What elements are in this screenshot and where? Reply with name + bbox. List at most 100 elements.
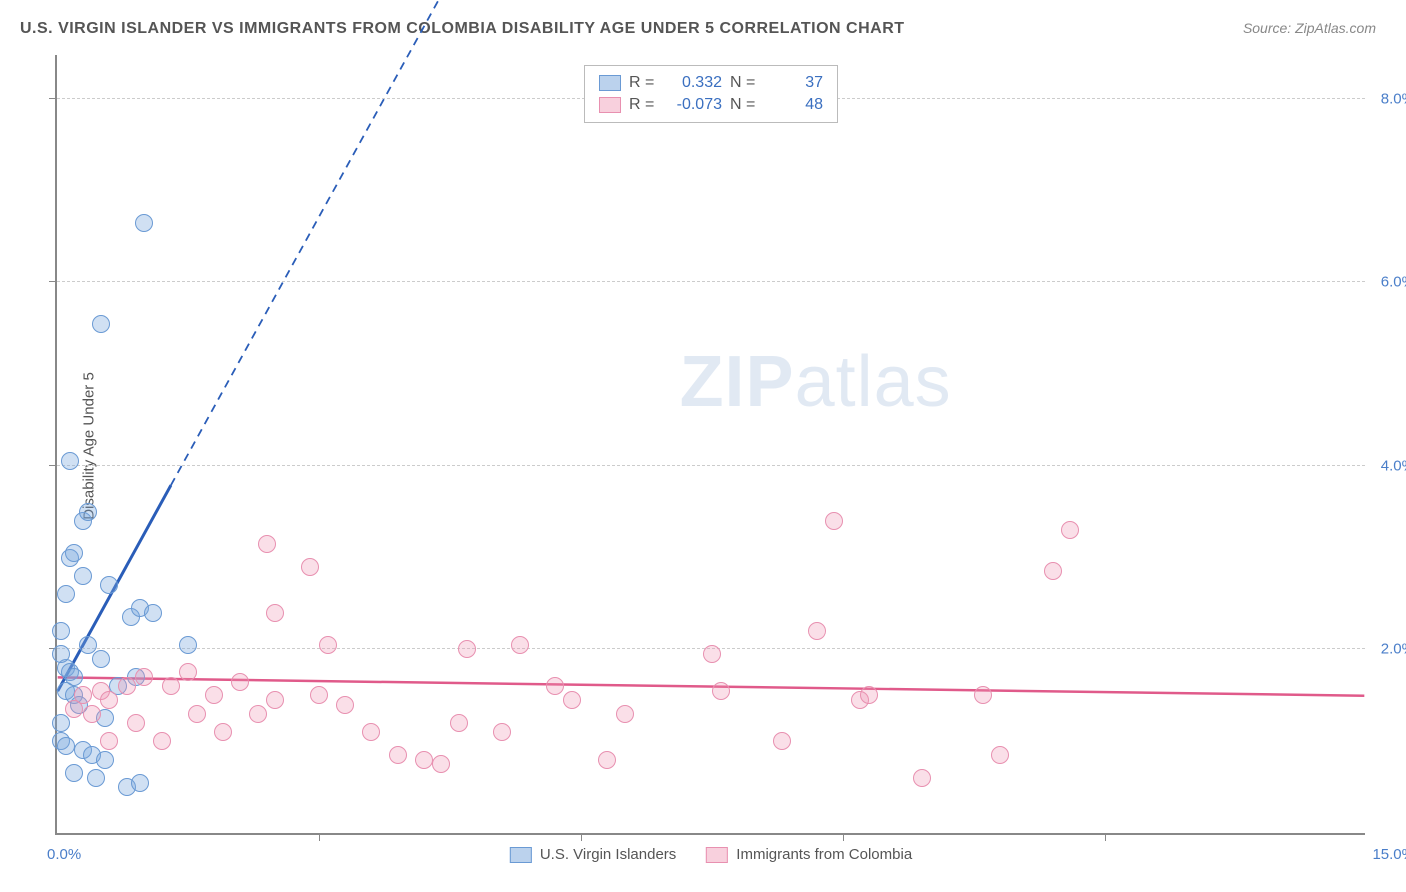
data-point-colombia	[301, 558, 319, 576]
data-point-colombia	[991, 746, 1009, 764]
legend-item-colombia: Immigrants from Colombia	[706, 846, 912, 863]
data-point-usvi	[74, 567, 92, 585]
data-point-colombia	[266, 691, 284, 709]
y-tick-label: 6.0%	[1370, 274, 1406, 291]
data-point-colombia	[100, 691, 118, 709]
data-point-colombia	[546, 677, 564, 695]
swatch-colombia	[599, 97, 621, 113]
data-point-colombia	[712, 682, 730, 700]
watermark: ZIPatlas	[680, 341, 952, 423]
data-point-colombia	[1044, 562, 1062, 580]
data-point-usvi	[79, 503, 97, 521]
data-point-usvi	[135, 214, 153, 232]
data-point-colombia	[362, 723, 380, 741]
y-tick-mark	[49, 281, 57, 282]
n-value-colombia: 48	[768, 96, 823, 114]
data-point-colombia	[319, 636, 337, 654]
correlation-row-usvi: R = 0.332 N = 37	[599, 72, 823, 94]
data-point-colombia	[153, 732, 171, 750]
legend-item-usvi: U.S. Virgin Islanders	[510, 846, 676, 863]
data-point-usvi	[52, 622, 70, 640]
data-point-colombia	[188, 705, 206, 723]
x-tick-label-max: 15.0%	[1372, 846, 1406, 863]
data-point-colombia	[249, 705, 267, 723]
n-value-usvi: 37	[768, 74, 823, 92]
y-tick-label: 4.0%	[1370, 457, 1406, 474]
data-point-colombia	[913, 769, 931, 787]
data-point-colombia	[974, 686, 992, 704]
x-tick-mark	[1105, 833, 1106, 841]
data-point-usvi	[65, 764, 83, 782]
data-point-colombia	[493, 723, 511, 741]
watermark-suffix: atlas	[795, 342, 952, 422]
trend-line	[171, 0, 519, 485]
data-point-colombia	[266, 604, 284, 622]
data-point-colombia	[65, 700, 83, 718]
watermark-prefix: ZIP	[680, 342, 795, 422]
data-point-colombia	[458, 640, 476, 658]
legend-label-usvi: U.S. Virgin Islanders	[540, 846, 676, 863]
y-tick-label: 2.0%	[1370, 641, 1406, 658]
swatch-usvi	[510, 847, 532, 863]
data-point-colombia	[310, 686, 328, 704]
x-tick-mark	[319, 833, 320, 841]
data-point-colombia	[703, 645, 721, 663]
data-point-usvi	[52, 714, 70, 732]
correlation-legend: R = 0.332 N = 37 R = -0.073 N = 48	[584, 65, 838, 123]
legend-label-colombia: Immigrants from Colombia	[736, 846, 912, 863]
data-point-colombia	[616, 705, 634, 723]
data-point-usvi	[131, 774, 149, 792]
data-point-colombia	[231, 673, 249, 691]
data-point-usvi	[65, 668, 83, 686]
data-point-colombia	[214, 723, 232, 741]
x-tick-mark	[581, 833, 582, 841]
data-point-colombia	[563, 691, 581, 709]
data-point-usvi	[61, 452, 79, 470]
data-point-colombia	[336, 696, 354, 714]
data-point-colombia	[1061, 521, 1079, 539]
r-value-usvi: 0.332	[667, 74, 722, 92]
data-point-colombia	[825, 512, 843, 530]
data-point-colombia	[162, 677, 180, 695]
n-label: N =	[730, 74, 760, 92]
data-point-colombia	[598, 751, 616, 769]
n-label: N =	[730, 96, 760, 114]
data-point-colombia	[258, 535, 276, 553]
data-point-colombia	[415, 751, 433, 769]
data-point-colombia	[450, 714, 468, 732]
x-tick-label-min: 0.0%	[47, 846, 81, 863]
plot-area: ZIPatlas R = 0.332 N = 37 R = -0.073 N =…	[55, 55, 1365, 835]
r-value-colombia: -0.073	[667, 96, 722, 114]
data-point-colombia	[83, 705, 101, 723]
data-point-usvi	[65, 544, 83, 562]
data-point-colombia	[127, 714, 145, 732]
data-point-usvi	[87, 769, 105, 787]
data-point-usvi	[96, 751, 114, 769]
gridline-h	[57, 281, 1365, 282]
data-point-usvi	[57, 737, 75, 755]
data-point-colombia	[773, 732, 791, 750]
correlation-row-colombia: R = -0.073 N = 48	[599, 94, 823, 116]
data-point-colombia	[511, 636, 529, 654]
data-point-usvi	[92, 315, 110, 333]
data-point-colombia	[808, 622, 826, 640]
series-legend: U.S. Virgin Islanders Immigrants from Co…	[510, 846, 912, 863]
chart-title: U.S. VIRGIN ISLANDER VS IMMIGRANTS FROM …	[20, 20, 905, 38]
data-point-usvi	[52, 645, 70, 663]
data-point-colombia	[432, 755, 450, 773]
y-tick-mark	[49, 98, 57, 99]
data-point-usvi	[100, 576, 118, 594]
data-point-colombia	[860, 686, 878, 704]
data-point-colombia	[389, 746, 407, 764]
data-point-colombia	[135, 668, 153, 686]
y-tick-label: 8.0%	[1370, 90, 1406, 107]
r-label: R =	[629, 74, 659, 92]
gridline-h	[57, 465, 1365, 466]
data-point-colombia	[118, 677, 136, 695]
r-label: R =	[629, 96, 659, 114]
swatch-colombia	[706, 847, 728, 863]
data-point-colombia	[100, 732, 118, 750]
data-point-usvi	[144, 604, 162, 622]
source-attribution: Source: ZipAtlas.com	[1243, 20, 1376, 36]
data-point-colombia	[205, 686, 223, 704]
